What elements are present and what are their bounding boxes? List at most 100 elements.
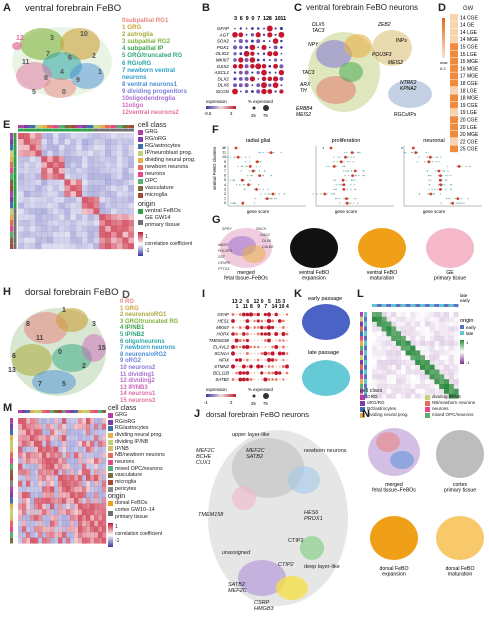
- matrix-cell: [90, 492, 95, 498]
- matrix-cell: [29, 214, 36, 221]
- matrix-cell: [22, 526, 27, 533]
- matrix-cell: [58, 220, 65, 226]
- matrix-cell: [453, 336, 459, 341]
- matrix-cell: [122, 237, 129, 244]
- matrix-cell: [105, 179, 111, 186]
- matrix-cell: [76, 156, 82, 163]
- matrix-cell: [376, 316, 382, 322]
- matrix-cell: [110, 185, 117, 192]
- matrix-cell: [70, 497, 75, 504]
- matrix-cell: [420, 384, 425, 389]
- matrix-cell: [62, 509, 67, 516]
- matrix-cell: [29, 150, 36, 157]
- f-median-point: [414, 151, 418, 154]
- b-dot: [250, 90, 254, 93]
- matrix-cell: [410, 374, 415, 379]
- matrix-cell: [30, 457, 35, 464]
- j-annotation: MEF2C: [246, 448, 265, 454]
- matrix-cell: [30, 429, 35, 436]
- matrix-cell: [122, 208, 129, 215]
- svg-text:0: 0: [62, 89, 66, 96]
- matrix-cell: [47, 162, 53, 168]
- matrix-cell: [42, 457, 47, 464]
- matrix-cell: [26, 486, 31, 493]
- matrix-cell: [82, 503, 87, 510]
- d-cell: [450, 43, 458, 50]
- matrix-cell: [64, 133, 71, 139]
- matrix-cell: [424, 345, 430, 351]
- svg-text:-0.5: -0.5: [204, 111, 212, 116]
- matrix-cell: [372, 369, 377, 375]
- matrix-cell: [70, 429, 75, 436]
- b-dot: [256, 83, 261, 88]
- matrix-cell: [66, 492, 71, 498]
- umap-subtitle: ventral FeBO maturation: [367, 270, 398, 282]
- matrix-cell: [50, 452, 55, 459]
- matrix-cell: [30, 537, 35, 544]
- matrix-cell: [50, 469, 55, 476]
- matrix-cell: [50, 457, 55, 464]
- matrix-cell: [102, 418, 107, 424]
- matrix-cell: [420, 374, 425, 380]
- matrix-cell: [415, 360, 421, 365]
- matrix-cell: [18, 243, 24, 250]
- matrix-cell: [52, 243, 59, 250]
- matrix-cell: [415, 321, 421, 327]
- matrix-cell: [41, 156, 48, 163]
- i-dot: [242, 339, 246, 342]
- matrix-cell: [22, 446, 27, 453]
- matrix-cell: [78, 520, 83, 527]
- matrix-cell: [415, 384, 421, 389]
- matrix-cell: [93, 179, 100, 186]
- matrix-cell: [405, 379, 411, 385]
- d-row-label: 17 MGE: [460, 74, 479, 80]
- matrix-cell: [410, 331, 416, 337]
- svg-text:POU3F3: POU3F3: [218, 249, 232, 253]
- matrix-cell: [66, 532, 71, 538]
- matrix-cell: [74, 532, 79, 538]
- matrix-cell: [38, 435, 43, 441]
- i-dot: [260, 319, 264, 323]
- b-dot: [268, 71, 271, 74]
- b-dot: [245, 33, 248, 36]
- svg-text:1: 1: [466, 340, 469, 345]
- i-dot: [256, 332, 260, 336]
- matrix-cell: [74, 509, 79, 516]
- legend-item: RG/oRG: [108, 419, 188, 426]
- i-dot: [285, 332, 289, 336]
- matrix-cell: [41, 179, 48, 186]
- matrix-cell: [81, 162, 88, 168]
- legend-swatch: [425, 412, 430, 418]
- matrix-cell: [410, 340, 416, 346]
- matrix-cell: [110, 225, 117, 232]
- matrix-cell: [23, 231, 30, 238]
- b-cluster-label: 12: [263, 16, 269, 22]
- matrix-cell: [444, 316, 449, 322]
- i-dot: [231, 313, 235, 316]
- matrix-cell: [76, 162, 82, 168]
- j-annotation: MEF2C: [196, 448, 215, 454]
- i-dot: [253, 372, 256, 374]
- matrix-cell: [98, 480, 103, 487]
- matrix-cell: [35, 191, 42, 197]
- i-gene-label: SCN1A: [214, 351, 229, 356]
- legend-item: 6 RG/oRG: [122, 59, 152, 67]
- matrix-cell: [58, 191, 65, 197]
- matrix-cell: [30, 514, 35, 521]
- matrix-cell: [64, 243, 71, 250]
- matrix-cell: [78, 497, 83, 504]
- matrix-cell: [47, 185, 53, 192]
- matrix-cell: [76, 220, 82, 226]
- matrix-cell: [90, 532, 95, 538]
- matrix-cell: [116, 214, 123, 221]
- matrix-cell: [18, 423, 23, 430]
- legend-swatch: [138, 186, 143, 191]
- matrix-cell: [70, 144, 77, 151]
- matrix-cell: [34, 429, 39, 436]
- legend-swatch: [138, 219, 143, 225]
- matrix-cell: [26, 446, 31, 453]
- matrix-cell: [372, 393, 377, 399]
- matrix-cell: [122, 214, 129, 221]
- i-dot: [245, 325, 250, 330]
